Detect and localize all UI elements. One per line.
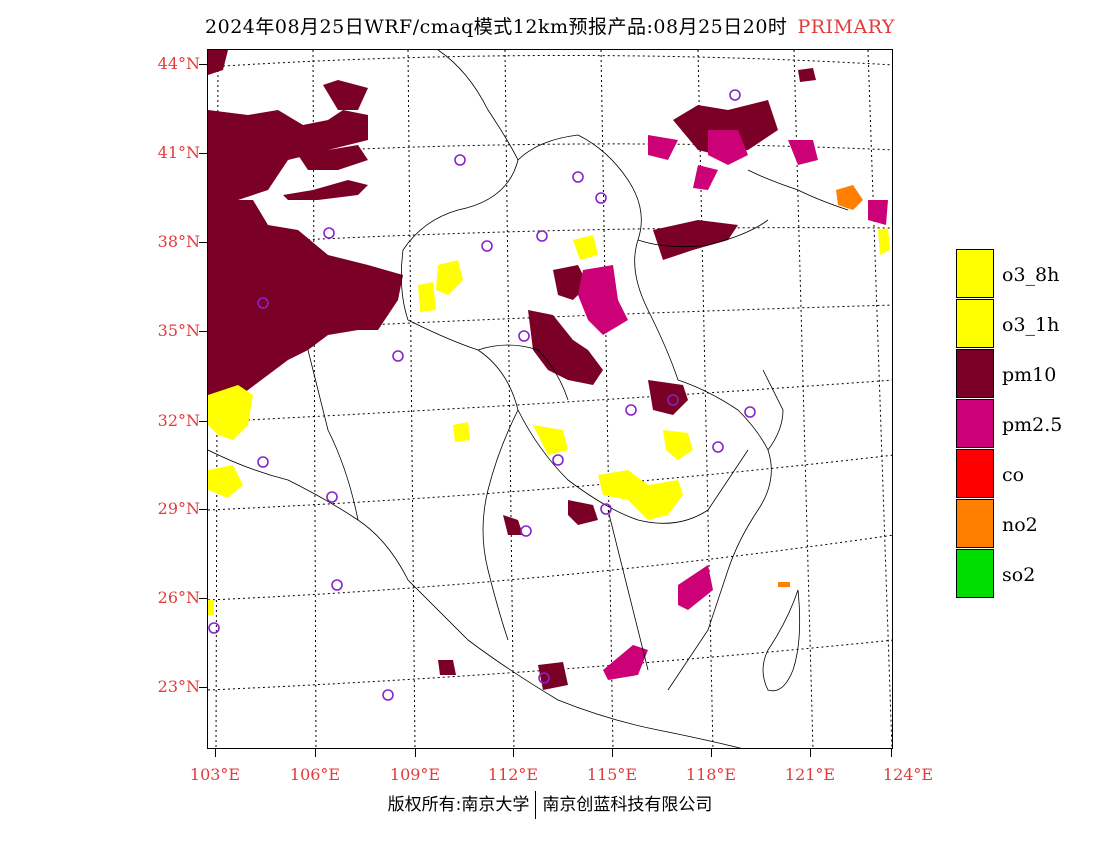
copyright-footer: 版权所有:南京大学 南京创蓝科技有限公司 [0, 790, 1100, 819]
lon-label: 109°E [389, 765, 441, 784]
lon-label: 115°E [586, 765, 638, 784]
legend-label: pm10 [1002, 364, 1057, 386]
pm10-regions [208, 50, 816, 690]
lon-label: 124°E [882, 765, 934, 784]
lon-tick [810, 749, 811, 757]
lon-tick [315, 749, 316, 757]
copyright-right: 南京创蓝科技有限公司 [542, 795, 713, 815]
lon-tick [415, 749, 416, 757]
lat-tick [199, 153, 207, 154]
lon-label: 112°E [487, 765, 539, 784]
lon-label: 106°E [289, 765, 341, 784]
legend-label: o3_1h [1002, 314, 1060, 336]
legend-label: no2 [1002, 514, 1038, 536]
lat-tick [199, 421, 207, 422]
lat-label: 38°N [157, 232, 200, 251]
lat-label: 41°N [157, 143, 200, 162]
lon-label: 118°E [685, 765, 737, 784]
lon-tick [513, 749, 514, 757]
legend-label: co [1002, 464, 1025, 486]
legend-swatch [956, 349, 994, 398]
lat-label: 23°N [157, 677, 200, 696]
lat-tick [199, 687, 207, 688]
legend-swatch [956, 549, 994, 598]
lat-label: 29°N [157, 499, 200, 518]
lat-tick [199, 598, 207, 599]
legend-swatch [956, 499, 994, 548]
legend-label: so2 [1002, 564, 1036, 586]
boundaries [208, 50, 849, 748]
legend-swatch [956, 399, 994, 448]
lat-label: 44°N [157, 54, 200, 73]
lon-label: 121°E [784, 765, 836, 784]
lat-label: 32°N [157, 411, 200, 430]
forecast-map[interactable] [207, 49, 893, 749]
lat-tick [199, 331, 207, 332]
lat-tick [199, 242, 207, 243]
pm25-regions [578, 130, 888, 680]
copyright-left: 版权所有:南京大学 [387, 795, 530, 815]
title-text: 2024年08月25日WRF/cmaq模式12km预报产品:08月25日20时 [205, 16, 788, 38]
lon-tick [891, 749, 892, 757]
lat-label: 26°N [157, 588, 200, 607]
legend-swatch [956, 449, 994, 498]
title-tag: PRIMARY [797, 16, 895, 38]
lon-tick [711, 749, 712, 757]
no2-regions [778, 185, 863, 587]
lat-label: 35°N [157, 321, 200, 340]
lat-tick [199, 509, 207, 510]
map-title: 2024年08月25日WRF/cmaq模式12km预报产品:08月25日20时 P… [0, 12, 1100, 39]
o3-regions [208, 228, 890, 615]
lon-tick [215, 749, 216, 757]
lon-tick [612, 749, 613, 757]
legend-label: o3_8h [1002, 264, 1060, 286]
city-markers [208, 89, 756, 701]
legend-swatch [956, 249, 994, 298]
legend-label: pm2.5 [1002, 414, 1063, 436]
legend-swatch [956, 299, 994, 348]
map-canvas [208, 50, 892, 748]
lat-tick [199, 64, 207, 65]
lon-label: 103°E [189, 765, 241, 784]
footer-divider [535, 791, 537, 819]
